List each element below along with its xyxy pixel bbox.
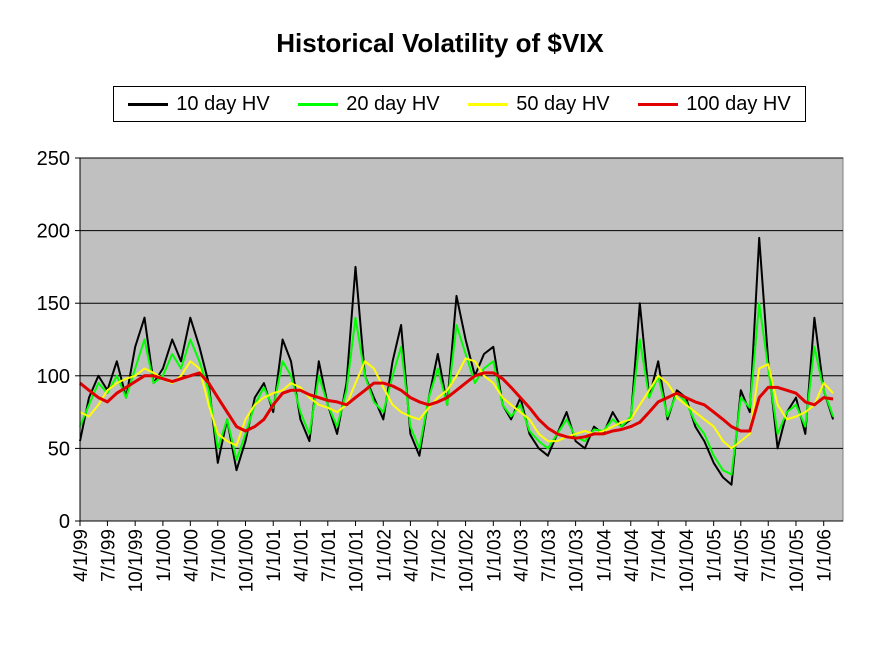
x-tick-label-21: 7/1/04 bbox=[649, 529, 670, 582]
legend-item-10-day-hv: 10 day HV bbox=[128, 92, 270, 116]
x-tick-label-14: 10/1/02 bbox=[457, 529, 478, 592]
legend-swatch-100-day-hv bbox=[638, 102, 679, 106]
series-lines bbox=[79, 236, 835, 486]
axes: 0 50 100 150 200 250 4/1/99 7/1/99 10/1/99 1/1/00… bbox=[37, 148, 843, 592]
legend-label-100-day-hv: 100 day HV bbox=[686, 92, 791, 115]
y-tick-label-0: 0 bbox=[59, 511, 70, 533]
x-tick-label-23: 1/1/05 bbox=[705, 529, 726, 582]
x-tick-label-7: 1/1/01 bbox=[264, 529, 285, 582]
x-tick-label-5: 7/1/00 bbox=[209, 529, 230, 582]
series-line-10-day-hv bbox=[79, 236, 835, 486]
x-tick-label-26: 10/1/05 bbox=[787, 529, 808, 592]
legend-label-20-day-hv: 20 day HV bbox=[346, 92, 440, 115]
x-tick-label-1: 7/1/99 bbox=[98, 529, 119, 582]
x-tick-label-8: 4/1/01 bbox=[291, 529, 312, 582]
x-tick-label-10: 10/1/01 bbox=[347, 529, 368, 592]
x-tick-label-19: 1/1/04 bbox=[594, 529, 615, 582]
chart-legend: 10 day HV 20 day HV 50 day HV 100 day HV bbox=[113, 86, 806, 122]
x-tick-label-27: 1/1/06 bbox=[815, 529, 836, 582]
x-tick-label-0: 4/1/99 bbox=[71, 529, 92, 582]
legend-swatch-20-day-hv bbox=[298, 102, 339, 106]
y-tick-label-250: 250 bbox=[37, 148, 70, 170]
x-tick-label-17: 7/1/03 bbox=[539, 529, 560, 582]
x-tick-label-13: 7/1/02 bbox=[429, 529, 450, 582]
legend-item-100-day-hv: 100 day HV bbox=[638, 93, 791, 116]
y-tick-label-200: 200 bbox=[37, 221, 70, 243]
x-tick-label-22: 10/1/04 bbox=[677, 529, 698, 593]
x-tick-label-15: 1/1/03 bbox=[484, 529, 505, 582]
chart-title: Historical Volatility of $VIX bbox=[276, 28, 604, 58]
x-tick-label-20: 4/1/04 bbox=[622, 529, 643, 582]
legend-swatch-10-day-hv bbox=[128, 102, 169, 106]
legend-label-50-day-hv: 50 day HV bbox=[516, 92, 610, 115]
legend-label-10-day-hv: 10 day HV bbox=[176, 92, 270, 115]
y-tick-label-150: 150 bbox=[37, 293, 70, 315]
x-tick-label-12: 4/1/02 bbox=[401, 529, 422, 582]
x-tick-label-18: 10/1/03 bbox=[567, 529, 588, 592]
x-tick-label-2: 10/1/99 bbox=[126, 529, 147, 592]
x-tick-label-9: 7/1/01 bbox=[319, 529, 340, 582]
y-tick-label-50: 50 bbox=[48, 438, 70, 460]
legend-item-20-day-hv: 20 day HV bbox=[298, 92, 440, 116]
x-tick-label-25: 7/1/05 bbox=[759, 529, 780, 582]
x-tick-label-11: 1/1/02 bbox=[374, 529, 395, 582]
series-line-50-day-hv bbox=[79, 357, 834, 450]
legend-swatch-50-day-hv bbox=[468, 102, 509, 106]
x-tick-label-24: 4/1/05 bbox=[732, 529, 753, 582]
y-tick-label-100: 100 bbox=[37, 366, 70, 388]
legend-item-50-day-hv: 50 day HV bbox=[468, 92, 610, 116]
series-line-100-day-hv bbox=[79, 371, 834, 440]
grid-lines bbox=[80, 157, 843, 449]
x-tick-label-3: 1/1/00 bbox=[154, 529, 175, 582]
x-tick-label-4: 4/1/00 bbox=[181, 529, 202, 582]
x-tick-label-6: 10/1/00 bbox=[237, 529, 258, 592]
x-tick-label-16: 4/1/03 bbox=[511, 529, 532, 582]
